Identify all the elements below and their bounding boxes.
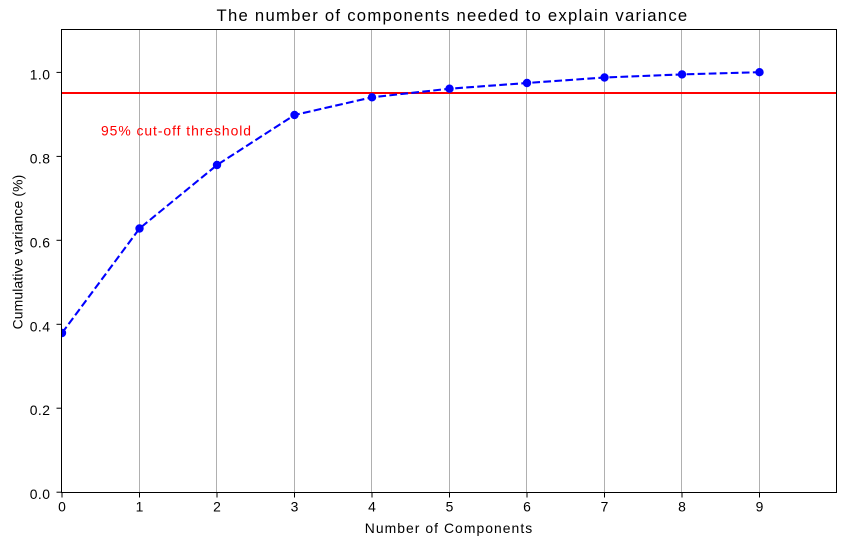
svg-text:Cumulative variance (%): Cumulative variance (%) bbox=[10, 175, 26, 330]
svg-text:0: 0 bbox=[58, 499, 66, 515]
svg-text:3: 3 bbox=[291, 499, 299, 515]
svg-text:95% cut-off threshold: 95% cut-off threshold bbox=[101, 123, 252, 139]
svg-text:Number of Components: Number of Components bbox=[365, 520, 533, 536]
svg-text:0.6: 0.6 bbox=[30, 234, 51, 250]
svg-text:6: 6 bbox=[523, 499, 531, 515]
svg-text:4: 4 bbox=[368, 499, 376, 515]
svg-text:2: 2 bbox=[213, 499, 221, 515]
svg-text:9: 9 bbox=[756, 499, 764, 515]
svg-text:8: 8 bbox=[678, 499, 686, 515]
svg-text:0.8: 0.8 bbox=[30, 150, 51, 166]
svg-text:7: 7 bbox=[601, 499, 609, 515]
svg-text:1: 1 bbox=[136, 499, 144, 515]
svg-text:The number of components neede: The number of components needed to expla… bbox=[217, 6, 689, 25]
svg-text:0.4: 0.4 bbox=[30, 318, 51, 334]
svg-text:0.0: 0.0 bbox=[30, 486, 51, 502]
svg-text:1.0: 1.0 bbox=[30, 66, 51, 82]
svg-text:0.2: 0.2 bbox=[30, 402, 51, 418]
svg-text:5: 5 bbox=[446, 499, 454, 515]
